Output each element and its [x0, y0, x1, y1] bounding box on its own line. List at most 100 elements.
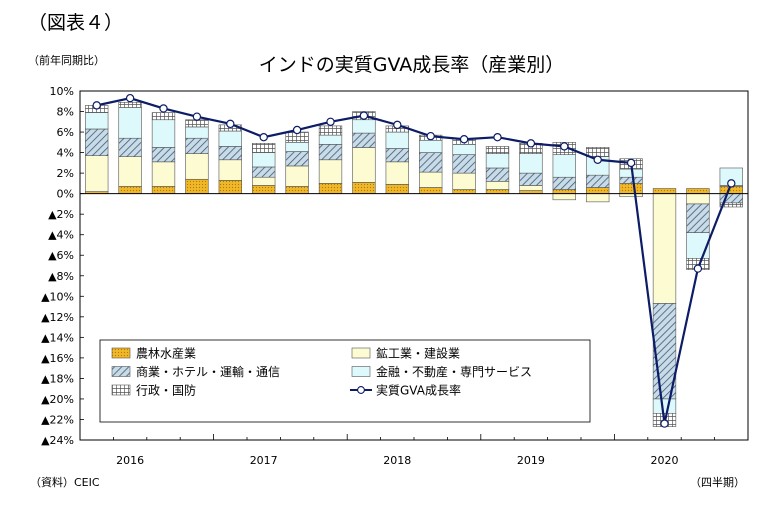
legend-label-mining_construction: 鉱工業・建設業 [376, 346, 460, 361]
gva-growth-point [626, 158, 636, 168]
bar-segment-public_admin [118, 101, 142, 108]
bar-segment-agriculture [185, 178, 209, 194]
bar-segment-agriculture [586, 187, 610, 194]
bar-segment-trade_hotel [485, 167, 510, 182]
gva-growth-point [727, 179, 736, 188]
bar-segment-trade_hotel [285, 151, 309, 167]
bar-segment-trade_hotel [586, 174, 610, 188]
y-tick-label: 2% [57, 167, 74, 180]
bar-segment-agriculture [619, 183, 643, 194]
bar-segment-trade_hotel [385, 148, 409, 163]
bar-segment-agriculture [485, 189, 510, 194]
x-unit-label: （四半期） [690, 476, 745, 489]
y-tick-label: 6% [57, 126, 74, 139]
bar-segment-agriculture [218, 180, 242, 194]
legend-swatch-trade_hotel [111, 366, 131, 377]
bar-segment-agriculture [419, 187, 443, 194]
gva-growth-point [459, 135, 469, 144]
bar-segment-public_admin [151, 112, 176, 121]
bar-segment-trade_hotel [452, 154, 476, 174]
y-tick-label: ▲10% [41, 290, 74, 303]
legend-label-agriculture: 農林水産業 [136, 346, 196, 361]
y-unit-label: （前年同期比） [28, 54, 105, 67]
x-year-label: 2016 [116, 454, 144, 467]
gva-growth-point [326, 117, 335, 126]
bar-segment-trade_hotel [185, 137, 209, 154]
bar-segment-finance [118, 107, 142, 139]
bar-segment-finance [652, 398, 677, 414]
legend-swatch-finance [351, 366, 371, 377]
bar-segment-finance [151, 119, 176, 148]
bar-segment-mining_construction [552, 193, 576, 201]
gva-growth-point [259, 132, 268, 142]
legend-swatch-public_admin [111, 384, 131, 396]
bar-segment-mining_construction [318, 159, 343, 184]
bar-segment-mining_construction [686, 193, 710, 205]
legend-label-finance: 金融・不動産・専門サービス [376, 364, 532, 379]
x-year-label: 2019 [517, 454, 545, 467]
bar-segment-agriculture [385, 184, 409, 194]
x-year-label: 2017 [250, 454, 278, 467]
gva-growth-point [593, 155, 602, 164]
bar-segment-mining_construction [252, 176, 276, 186]
bar-segment-trade_hotel [151, 147, 176, 163]
legend-marker-gva_line [357, 386, 365, 394]
bar-segment-trade_hotel [85, 128, 109, 156]
gva-growth-point [125, 93, 135, 103]
bar-segment-agriculture [151, 186, 176, 194]
bar-segment-mining_construction [652, 193, 677, 304]
gva-growth-point [660, 419, 669, 428]
y-tick-label: ▲12% [41, 311, 74, 324]
y-tick-label: ▲24% [41, 434, 74, 447]
gva-growth-point [693, 264, 703, 273]
x-year-label: 2018 [383, 454, 411, 467]
y-tick-label: 10% [50, 85, 74, 98]
y-tick-label: ▲4% [48, 229, 74, 242]
figure-label: （図表４） [28, 12, 124, 34]
bar-segment-finance [519, 153, 543, 174]
bar-segment-agriculture [252, 185, 276, 194]
bar-segment-mining_construction [85, 155, 109, 192]
legend-label-gva_line: 実質GVA成長率 [376, 383, 461, 398]
y-tick-label: ▲22% [41, 413, 74, 426]
y-tick-label: ▲20% [41, 393, 74, 406]
bar-segment-finance [385, 131, 409, 149]
bar-segment-mining_construction [185, 153, 209, 180]
legend-label-public_admin: 行政・国防 [136, 383, 196, 398]
bar-segment-public_admin [586, 147, 610, 157]
bar-segment-public_admin [485, 146, 510, 154]
gva-growth-point [560, 142, 569, 151]
bar-segment-mining_construction [352, 147, 376, 183]
bar-segment-finance [185, 126, 209, 139]
legend-swatch-mining_construction [351, 347, 371, 359]
legend-swatch-agriculture [111, 347, 131, 359]
gva-growth-point [526, 139, 536, 148]
bar-segment-agriculture [285, 186, 309, 194]
gva-growth-line [96, 97, 733, 424]
bar-segment-mining_construction [151, 161, 176, 187]
bar-segment-public_admin [252, 143, 276, 153]
bar-segment-trade_hotel [619, 176, 643, 184]
bar-segment-trade_hotel [419, 152, 443, 173]
bar-segment-mining_construction [586, 193, 610, 203]
bar-segment-agriculture [452, 189, 476, 194]
bar-segment-finance [318, 134, 343, 145]
bar-segment-agriculture [652, 188, 677, 194]
bar-segment-mining_construction [485, 181, 510, 190]
y-tick-label: ▲18% [41, 372, 74, 385]
bar-segment-trade_hotel [519, 172, 543, 186]
gva-growth-point [292, 125, 302, 135]
bar-segment-trade_hotel [552, 176, 576, 190]
y-tick-label: ▲6% [48, 249, 74, 262]
y-tick-label: ▲14% [41, 331, 74, 344]
bar-segment-mining_construction [519, 185, 543, 191]
x-year-label: 2020 [651, 454, 679, 467]
bar-segment-trade_hotel [252, 166, 276, 178]
bar-segment-agriculture [352, 182, 376, 194]
bar-segment-mining_construction [385, 161, 409, 185]
bar-segment-agriculture [686, 188, 710, 194]
gva-growth-point [159, 104, 168, 113]
bar-segment-finance [285, 142, 309, 152]
bar-segment-finance [85, 112, 109, 130]
